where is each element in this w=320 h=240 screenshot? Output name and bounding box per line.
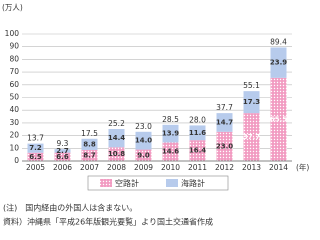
bar-segment [81,149,98,161]
total-label: 13.7 [27,134,44,143]
y-tick-label: 40 [9,105,19,114]
value-label: 23.0 [216,142,233,150]
bar-segment [54,149,71,153]
legend-box [87,175,229,191]
chart: (万人) (年) 0 10 20 30 40 50 60 70 80 90 100 2005 6.57.… [2,3,309,227]
y-tick-label: 30 [9,118,19,127]
x-tick-label: 2005 [26,163,45,172]
x-tick-label: 2014 [269,163,288,172]
x-tick-label: 2009 [134,163,153,172]
bar-segment [108,128,125,148]
y-tick-label: 90 [9,42,19,51]
value-label: 8.7 [83,151,96,159]
x-tick-label: 2008 [107,163,126,172]
legend-label: 空路計 [115,178,139,188]
value-label: 11.6 [189,129,206,137]
bar-segment [243,113,260,161]
value-label: 14.6 [162,148,179,156]
x-tick-label: 2010 [161,163,180,172]
total-label: 23.0 [135,122,152,131]
value-label: 7.2 [29,144,42,152]
value-label: 6.5 [29,153,42,161]
value-label: 14.7 [216,118,233,126]
bar-segment [54,152,71,161]
bar-segment [135,149,152,161]
total-label: 89.4 [270,37,287,46]
total-label: 17.5 [81,129,98,138]
bar-segment [270,77,287,161]
value-label: 6.6 [56,153,69,161]
x-tick-label: 2006 [53,163,72,172]
y-unit: (万人) [2,3,23,12]
y-tick-label: 100 [5,29,20,38]
legend-swatch [100,179,112,187]
x-unit: (年) [296,162,309,172]
bar-segment [108,147,125,161]
y-tick-label: 80 [9,54,19,63]
total-label: 25.2 [108,119,125,128]
bar-segment [189,125,206,141]
total-label: 55.1 [243,81,260,90]
total-label: 28.5 [162,115,179,124]
bar-segment [27,152,44,161]
value-label: 14.0 [135,137,152,145]
y-tick-label: 20 [9,131,19,140]
bar-segment [270,47,287,78]
y-tick-label: 70 [9,67,19,76]
bar-segment [162,124,179,143]
bar-segment [27,143,44,153]
y-tick-label: 60 [9,80,19,89]
bar-segment [243,91,260,114]
value-label: 16.4 [189,147,206,155]
x-tick-label: 2012 [215,163,234,172]
x-tick-label: 2007 [80,163,99,172]
bar-segment [216,113,233,132]
value-label: 17.3 [243,98,260,106]
y-tick-label: 0 [14,156,19,165]
bar-segment [189,140,206,161]
bar-segment [216,131,233,161]
y-tick-label: 50 [9,93,19,102]
value-label: 8.8 [83,140,96,148]
legend-swatch [166,179,178,187]
total-label: 28.0 [189,115,206,124]
legend-label: 海路計 [181,178,205,188]
total-label: 37.7 [216,103,233,112]
value-label: 9.0 [137,151,150,159]
total-label: 9.3 [57,139,69,148]
x-tick-label: 2013 [242,163,261,172]
value-label: 2.7 [56,147,69,155]
x-tick-label: 2011 [188,163,207,172]
bar-segment [162,142,179,161]
y-tick-label: 10 [9,143,19,152]
value-label: 23.9 [270,59,287,67]
note: (注) 国内経由の外国人は含まない。 [3,203,137,213]
value-label: 37.7 [243,133,260,141]
value-label: 13.9 [162,130,179,138]
value-label: 65.5 [270,115,287,123]
value-label: 14.4 [108,134,125,142]
value-label: 10.8 [108,150,125,158]
bar-segment [81,138,98,150]
note: 資料）沖縄県「平成26年版観光要覧」より国土交通省作成 [3,217,213,227]
bar-segment [135,131,152,150]
